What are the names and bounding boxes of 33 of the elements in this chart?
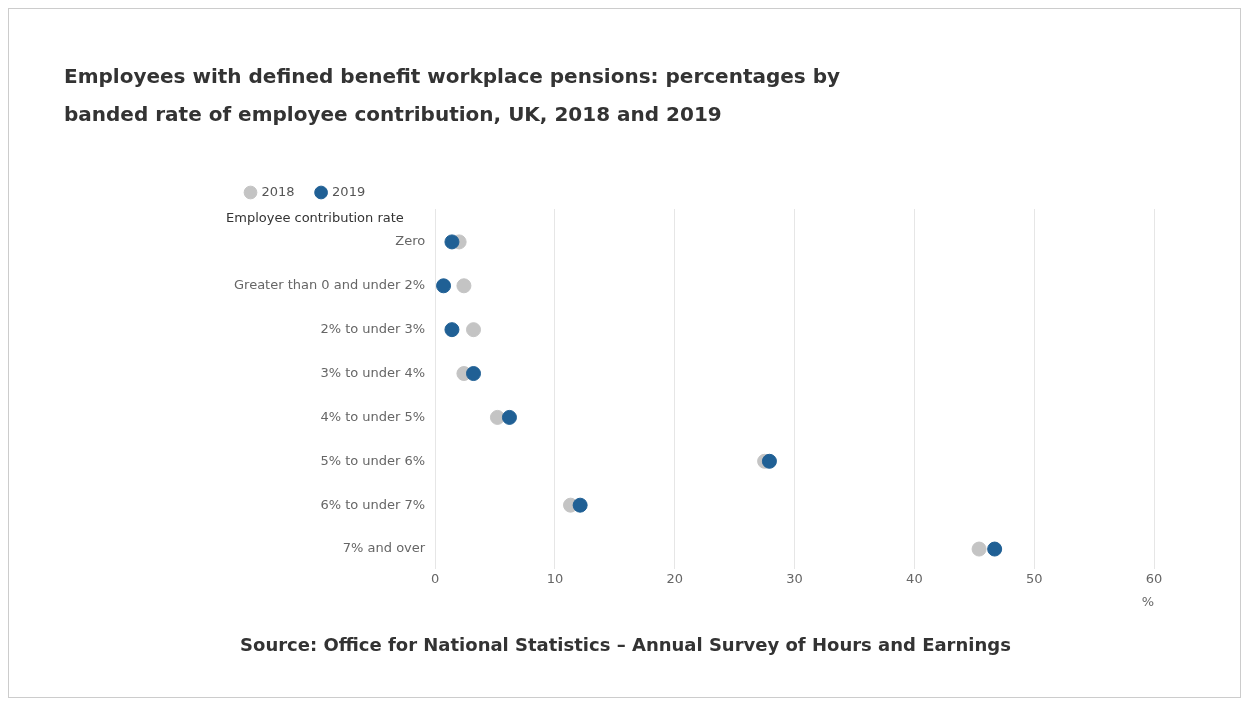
y-axis-title: Employee contribution rate (226, 210, 404, 226)
y-tick-label: Greater than 0 and under 2% (233, 277, 426, 293)
y-tick-label: 5% to under 6% (320, 452, 426, 468)
point (444, 234, 460, 250)
legend-label: 2018 (261, 183, 295, 199)
y-tick-label: 4% to under 5% (320, 408, 426, 424)
x-tick-label: 20 (666, 570, 684, 586)
x-tick-label: 0 (431, 570, 440, 586)
point (489, 409, 505, 425)
y-tick-label: 6% to under 7% (320, 496, 426, 512)
x-tick-label: 50 (1025, 570, 1043, 586)
point (761, 453, 777, 469)
y-tick-label: 2% to under 3% (320, 321, 426, 337)
x-tick-label: 10 (546, 570, 564, 586)
point (971, 541, 987, 557)
point (436, 278, 452, 294)
x-tick-label: 60 (1145, 570, 1163, 586)
point (572, 497, 588, 513)
point (466, 322, 481, 338)
point (444, 322, 460, 338)
y-tick-label: 3% to under 4% (320, 364, 426, 380)
x-tick-label: 30 (786, 570, 803, 586)
x-tick-label: 40 (906, 570, 923, 586)
chart-title: Employees with defined benefit workplace pensions: percentages by banded rate of employee contribution, UK, 2018 and 2019 (64, 63, 842, 128)
x-axis-title: % (1141, 593, 1154, 609)
point (456, 278, 472, 294)
legend-label: 2019 (332, 183, 366, 199)
y-tick-label: Zero (395, 233, 426, 249)
point (466, 366, 481, 382)
point (987, 541, 1003, 557)
y-tick-label: 7% and over (342, 540, 426, 556)
source-note: Source: Office for National Statistics – Annual Survey of Hours and Earnings (239, 634, 1012, 655)
point (501, 409, 517, 425)
